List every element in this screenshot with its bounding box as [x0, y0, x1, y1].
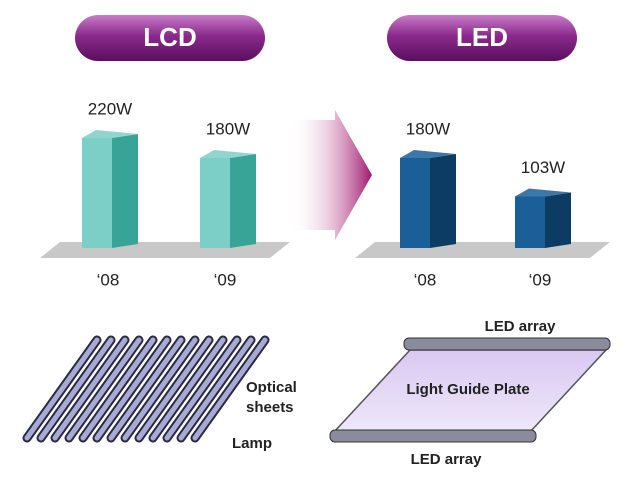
bar-top — [82, 130, 138, 138]
lamp — [164, 337, 240, 441]
x-tick-label: ‘09 — [214, 270, 237, 289]
lamp — [52, 337, 128, 441]
diagram-label: LED array — [411, 451, 483, 468]
chart-title: LED — [456, 22, 508, 52]
x-tick-label: ‘08 — [414, 270, 437, 289]
bar-top — [515, 188, 571, 197]
bar-side — [430, 154, 456, 248]
lamp — [178, 337, 254, 441]
diagram-label: Optical — [246, 379, 297, 396]
transition-arrow — [290, 110, 372, 240]
bar-side — [230, 154, 256, 248]
x-tick-label: ‘09 — [529, 270, 552, 289]
title-pill — [75, 15, 265, 61]
lamp — [66, 337, 142, 441]
bar-side — [112, 134, 138, 248]
value-label: 103W — [521, 158, 565, 177]
diagram-label: Light Guide Plate — [406, 381, 529, 398]
bar-top — [400, 150, 456, 158]
lamp — [122, 337, 198, 441]
bar — [515, 196, 545, 248]
bar — [200, 158, 230, 248]
chart-title: LCD — [143, 22, 196, 52]
lamp — [192, 337, 268, 441]
lamp — [150, 337, 226, 441]
bar-side — [545, 192, 571, 248]
bar — [400, 158, 430, 248]
led-diagram — [329, 337, 611, 443]
diagram-label: Lamp — [232, 435, 272, 452]
diagram-label: LED array — [485, 318, 557, 335]
lamp — [108, 337, 184, 441]
lamp — [38, 337, 114, 441]
x-tick-label: ‘08 — [97, 270, 120, 289]
value-label: 180W — [406, 119, 450, 138]
value-label: 220W — [88, 99, 132, 118]
lamp — [94, 337, 170, 441]
diagrams: Optical sheets Lamp LED array Light Guid… — [22, 318, 611, 468]
lcd-diagram — [22, 335, 270, 443]
lamp — [24, 337, 100, 441]
bar — [82, 138, 112, 248]
platform — [355, 242, 610, 258]
lamp — [80, 337, 156, 441]
lamp — [136, 337, 212, 441]
value-label: 180W — [206, 119, 250, 138]
title-pill — [387, 15, 577, 61]
diagram-label: sheets — [246, 399, 294, 416]
bar-top — [200, 150, 256, 158]
